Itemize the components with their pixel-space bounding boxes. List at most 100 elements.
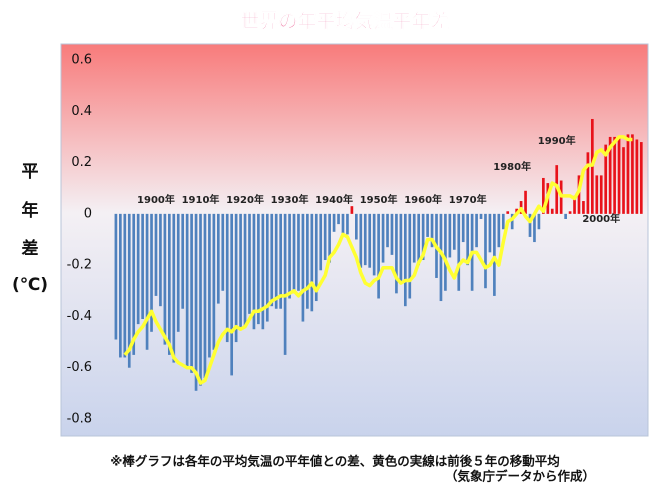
x-tick-label: 1950年 — [360, 193, 398, 206]
bar — [452, 213, 456, 250]
bar — [208, 213, 211, 358]
bar — [497, 213, 501, 248]
plot-area — [60, 43, 649, 437]
bar — [261, 213, 265, 330]
bar — [127, 213, 131, 368]
moving-average-line — [123, 135, 633, 385]
bar — [314, 213, 318, 302]
y-tick-label: 0 — [84, 206, 92, 221]
chart-title: 世界の年平均気温平年差 — [240, 10, 449, 33]
bar — [524, 190, 527, 214]
bar — [501, 213, 505, 230]
bar — [323, 213, 327, 261]
bar — [430, 213, 434, 248]
y-axis-label-line: 差 — [22, 238, 39, 259]
bar — [225, 213, 229, 343]
bar — [577, 175, 581, 214]
y-tick-label: -0.4 — [67, 309, 92, 324]
bar — [119, 213, 122, 358]
x-tick-label: 1980年 — [493, 160, 531, 173]
bar — [444, 213, 447, 291]
bar — [568, 211, 572, 214]
bar — [350, 206, 354, 214]
bar — [252, 213, 256, 330]
bar — [337, 213, 340, 225]
bar — [306, 213, 309, 309]
bar — [426, 213, 429, 237]
bar — [216, 213, 220, 304]
bar — [221, 213, 225, 291]
bar — [279, 213, 282, 309]
bar — [310, 213, 314, 312]
bar — [132, 213, 136, 355]
note: （気象庁データから作成） — [445, 469, 595, 484]
bar — [533, 213, 536, 243]
bar — [635, 139, 639, 214]
bar — [573, 195, 576, 214]
bar — [368, 213, 372, 268]
y-axis-label: 平年差 (℃) — [12, 162, 48, 295]
bar — [265, 213, 269, 322]
bar — [363, 213, 367, 266]
bar — [301, 213, 305, 322]
bar — [466, 213, 470, 266]
x-tick-label: 1990年 — [538, 134, 576, 147]
y-tick-label: 0.4 — [71, 104, 92, 119]
y-tick-label: -0.8 — [67, 412, 92, 427]
bar — [631, 134, 634, 214]
bar — [586, 152, 590, 214]
bar — [604, 144, 608, 214]
bar — [136, 213, 140, 325]
bar — [421, 213, 425, 261]
bar — [257, 213, 260, 325]
bar — [448, 213, 452, 258]
x-tick-label: 1930年 — [271, 193, 309, 206]
bar — [622, 147, 625, 214]
bar — [248, 213, 251, 314]
bar — [408, 213, 412, 299]
bar — [439, 213, 443, 302]
bar — [212, 213, 216, 350]
y-axis-label-line: 年 — [22, 200, 39, 221]
bar — [234, 213, 238, 343]
bar — [190, 213, 193, 373]
bar — [613, 136, 616, 214]
bar — [181, 213, 185, 309]
bar — [488, 213, 492, 253]
bar — [390, 213, 394, 255]
bar — [359, 213, 363, 268]
bar — [176, 213, 180, 332]
x-tick-label: 1960年 — [404, 193, 442, 206]
bar — [479, 213, 483, 219]
bar — [461, 213, 465, 243]
bar — [319, 213, 323, 271]
y-tick-label: -0.2 — [67, 258, 92, 273]
bar — [475, 213, 478, 248]
bar — [141, 213, 144, 319]
y-tick-label: 0.6 — [71, 53, 92, 68]
bar — [154, 213, 158, 296]
bar — [270, 213, 274, 307]
bar — [150, 213, 153, 332]
x-tick-label: 1970年 — [449, 193, 487, 206]
bar — [506, 211, 510, 214]
bar — [484, 213, 487, 289]
bar — [550, 208, 554, 214]
bar — [168, 213, 171, 355]
x-tick-label: 2000年 — [582, 212, 620, 225]
bar — [372, 213, 376, 276]
bar — [537, 213, 541, 230]
bar — [283, 213, 287, 355]
bar — [288, 213, 291, 299]
x-tick-label: 1940年 — [315, 193, 353, 206]
bar — [230, 213, 234, 376]
bar — [163, 213, 167, 345]
bar — [341, 213, 345, 235]
bar — [417, 213, 421, 266]
bar — [292, 213, 296, 291]
bar — [617, 136, 621, 214]
bar — [403, 213, 407, 307]
bar — [386, 213, 389, 248]
bar — [510, 213, 514, 230]
